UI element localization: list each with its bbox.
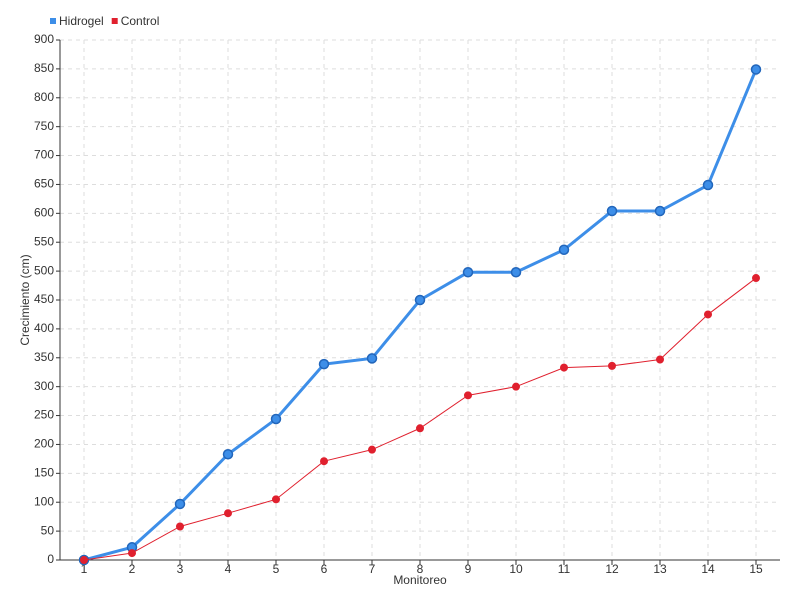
y-tick-label: 0: [47, 552, 54, 566]
point: [128, 549, 136, 558]
point: [270, 413, 282, 425]
point: [462, 267, 474, 278]
point: [702, 179, 714, 191]
x-tick-label: 12: [605, 562, 619, 576]
x-tick-label: 4: [225, 562, 232, 576]
y-tick-label: 600: [34, 206, 54, 220]
y-tick-label: 300: [34, 379, 54, 393]
y-tick-label: 800: [34, 90, 54, 104]
x-tick-label: 13: [653, 562, 667, 576]
y-tick-label: 350: [34, 350, 54, 364]
point: [558, 244, 570, 255]
x-tick-label: 14: [701, 562, 715, 576]
point: [560, 363, 568, 372]
point: [512, 382, 520, 391]
point: [224, 509, 232, 518]
point: [752, 274, 760, 283]
y-tick-label: 100: [34, 494, 54, 508]
legend-swatch: [111, 18, 118, 24]
y-tick-label: 650: [34, 177, 54, 191]
x-tick-label: 3: [177, 562, 184, 576]
y-tick-label: 400: [34, 321, 54, 335]
y-tick-label: 750: [34, 119, 54, 133]
point: [176, 522, 184, 531]
x-tick-label: 7: [369, 562, 376, 576]
y-tick-label: 150: [34, 466, 54, 480]
x-tick-label: 15: [749, 562, 763, 576]
x-tick-label: 8: [417, 562, 424, 576]
point: [416, 424, 424, 433]
point: [80, 556, 88, 564]
y-tick-label: 50: [41, 523, 55, 537]
y-axis-label: Crecimiento (cm): [18, 254, 32, 345]
point: [222, 449, 234, 460]
point: [318, 358, 330, 370]
y-tick-label: 200: [34, 437, 54, 451]
y-tick-label: 850: [34, 61, 54, 75]
y-tick-label: 700: [34, 148, 54, 162]
x-tick-label: 1: [81, 562, 88, 576]
x-tick-label: 2: [129, 562, 136, 576]
x-axis-label: Monitoreo: [393, 573, 447, 587]
x-tick-label: 9: [465, 562, 472, 576]
point: [366, 353, 378, 364]
y-tick-label: 450: [34, 292, 54, 306]
point: [704, 310, 712, 319]
point: [174, 498, 186, 510]
legend-label: Hidrogel: [59, 14, 104, 28]
point: [368, 445, 376, 454]
y-tick-label: 550: [34, 234, 54, 248]
x-tick-label: 11: [558, 562, 571, 576]
y-tick-label: 250: [34, 408, 54, 422]
point: [320, 457, 328, 466]
x-tick-label: 10: [509, 562, 523, 576]
point: [606, 205, 618, 217]
point: [510, 267, 522, 278]
legend-label: Control: [121, 14, 160, 28]
point: [272, 495, 280, 504]
point: [656, 355, 664, 364]
y-tick-label: 900: [34, 32, 54, 46]
legend-swatch: [50, 18, 56, 24]
x-tick-label: 6: [321, 562, 328, 576]
point: [414, 294, 426, 306]
point: [608, 361, 616, 370]
point: [464, 391, 472, 400]
point: [750, 64, 762, 75]
y-tick-label: 500: [34, 263, 54, 277]
x-tick-label: 5: [273, 562, 280, 576]
point: [654, 205, 666, 217]
